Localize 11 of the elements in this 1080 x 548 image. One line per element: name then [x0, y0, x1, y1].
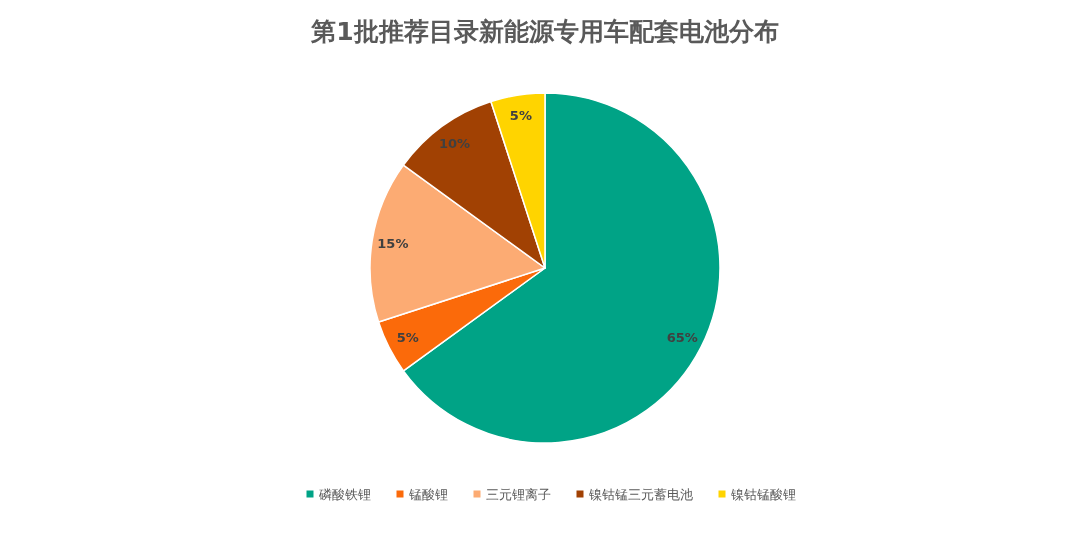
- legend-label: 镍钴锰三元蓄电池: [587, 486, 693, 502]
- chart-title: 第1批推荐目录新能源专用车配套电池分布: [310, 17, 779, 46]
- legend-label: 磷酸铁锂: [317, 486, 371, 502]
- data-label: 15%: [377, 236, 409, 252]
- data-label: 5%: [509, 108, 532, 124]
- data-label: 10%: [438, 135, 471, 151]
- data-label: 65%: [666, 330, 698, 346]
- legend-label: 三元锂离子: [485, 486, 551, 502]
- legend-label: 镍钴锰酸锂: [729, 486, 796, 502]
- data-label: 5%: [396, 330, 419, 346]
- legend-label: 锰酸锂: [407, 486, 448, 502]
